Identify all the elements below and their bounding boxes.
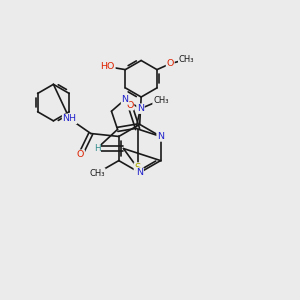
Text: CH₃: CH₃ (89, 169, 105, 178)
Text: CH₃: CH₃ (179, 55, 194, 64)
Text: NH: NH (63, 114, 76, 123)
Text: N: N (122, 95, 129, 104)
Text: O: O (77, 150, 84, 159)
Text: N: N (137, 104, 144, 113)
Text: O: O (126, 101, 134, 110)
Text: H: H (94, 144, 100, 153)
Text: O: O (167, 59, 174, 68)
Text: N: N (157, 132, 164, 141)
Text: HO: HO (100, 62, 115, 71)
Text: S: S (134, 163, 141, 173)
Text: N: N (136, 168, 143, 177)
Text: CH₃: CH₃ (153, 95, 169, 104)
